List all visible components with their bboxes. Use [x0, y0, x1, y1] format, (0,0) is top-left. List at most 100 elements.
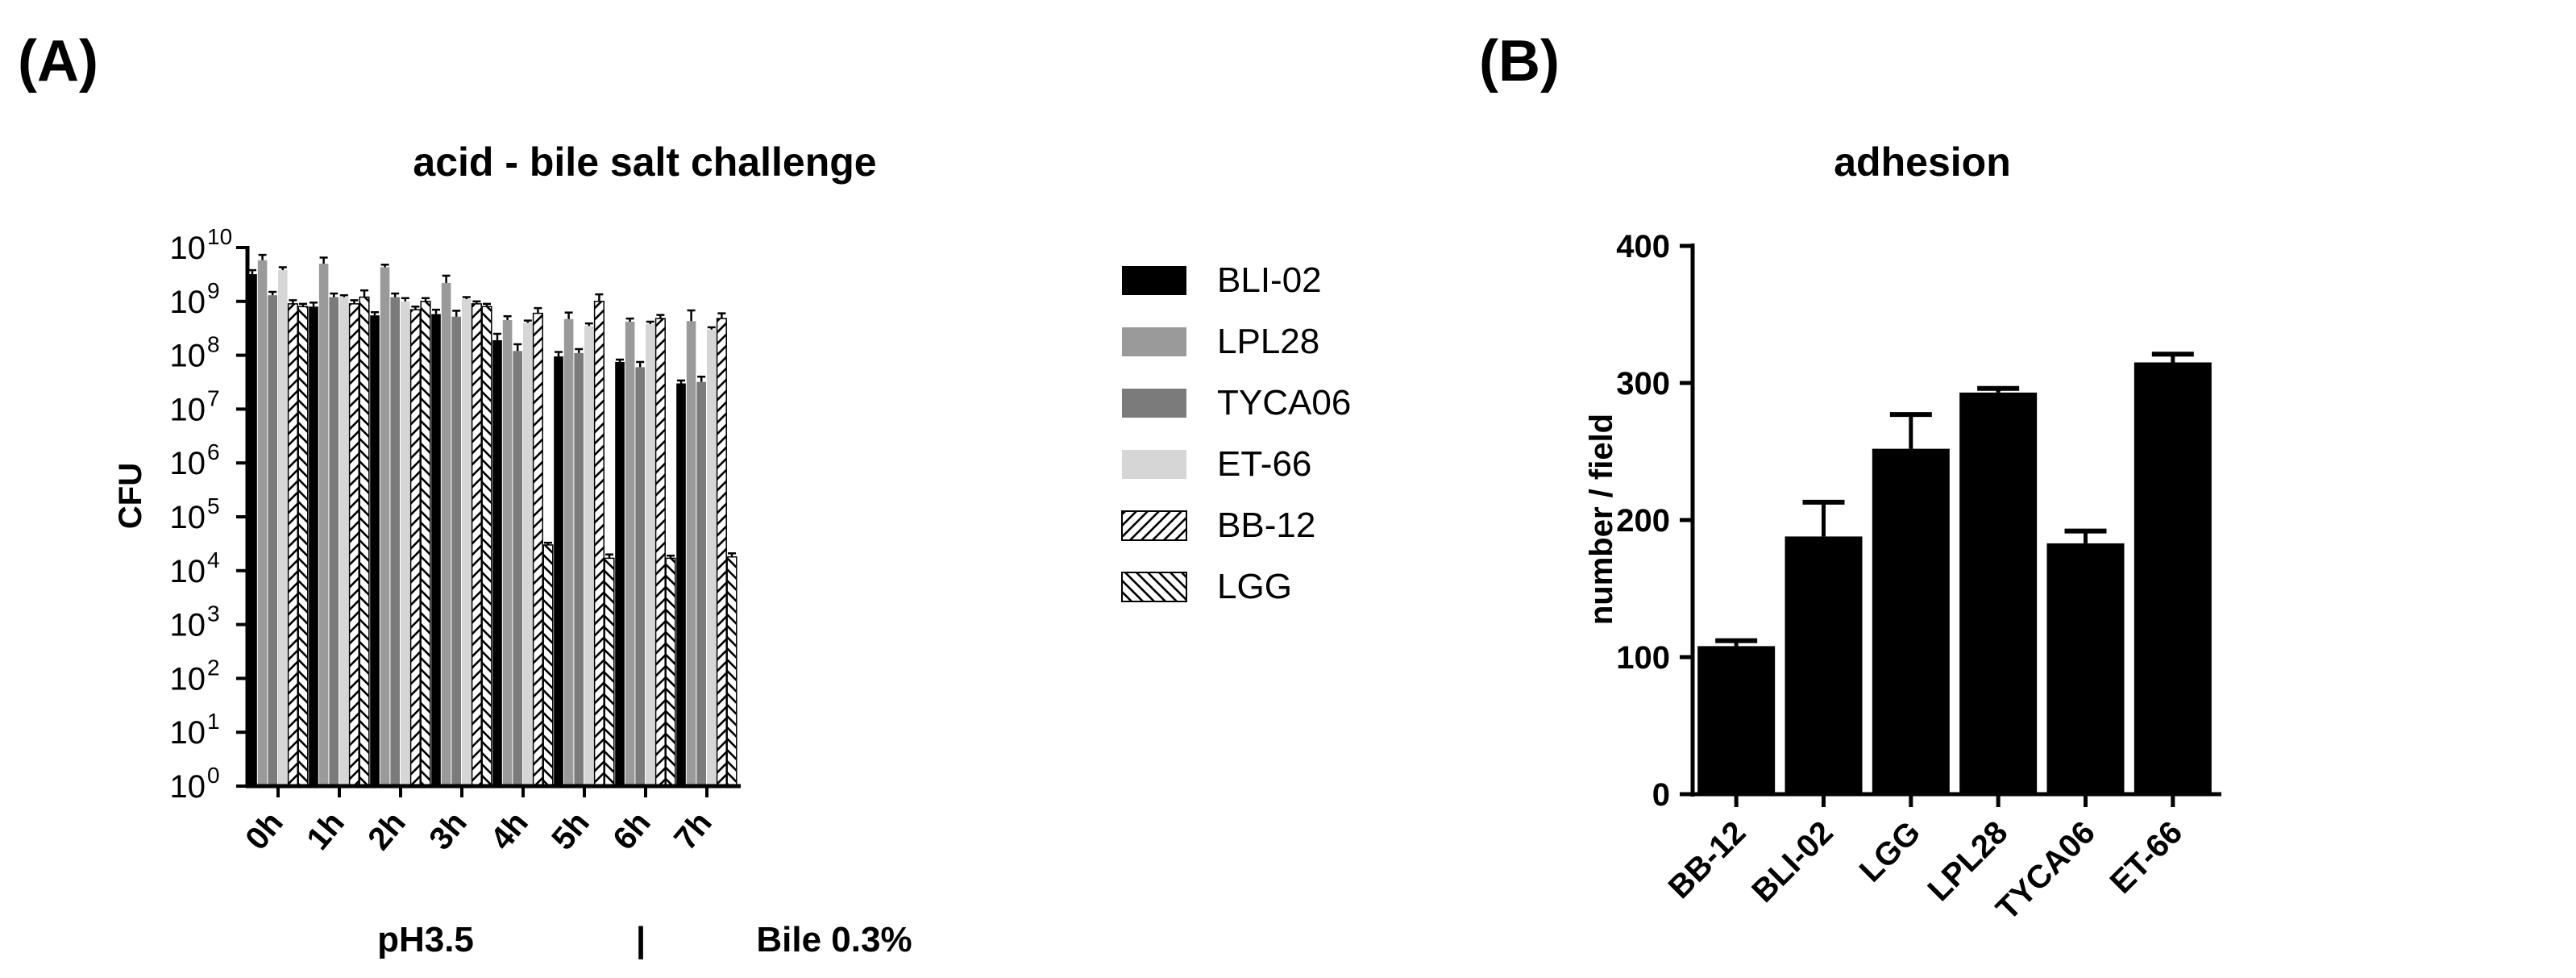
- bar: [431, 314, 441, 786]
- legend-swatch: [1122, 389, 1186, 418]
- x-tick-label: 1h: [300, 805, 351, 857]
- chart-a-legend: BLI-02 LPL28 TYCA06 ET-66 BB-12 LGG: [1121, 260, 1351, 606]
- chart-a-y-axis-label: CFU: [113, 463, 148, 529]
- y-tick-exponent: 0: [207, 763, 220, 788]
- bar: [309, 306, 318, 787]
- legend-swatch: [1121, 510, 1187, 541]
- y-tick-label: 10: [170, 446, 206, 481]
- bar: [462, 299, 472, 786]
- bar: [563, 318, 574, 786]
- bar: [370, 315, 380, 786]
- phase-label-bile: Bile 0.3%: [756, 920, 912, 959]
- chart-a-x-ticks: 0h 1h 2h 3h 4h 5h 6h 7h: [239, 786, 719, 857]
- bar: [574, 352, 584, 786]
- bar: [297, 306, 309, 787]
- y-tick-exponent: 6: [207, 439, 220, 464]
- y-tick-label: 10: [170, 608, 206, 643]
- y-tick-label: 200: [1616, 503, 1670, 539]
- x-tick-label: BLI-02: [1745, 814, 1840, 909]
- chart-b-y-axis-label: number / field: [1584, 414, 1619, 625]
- bar: [635, 367, 645, 786]
- x-tick-label: 5h: [545, 805, 596, 857]
- bar: [348, 303, 359, 787]
- bar: [492, 339, 502, 786]
- y-tick-label: 10: [170, 339, 206, 374]
- chart-a-bars: [247, 253, 737, 787]
- x-tick-label: 2h: [361, 805, 413, 857]
- bar: [359, 296, 370, 787]
- bar: [247, 274, 257, 786]
- bar: [542, 544, 554, 787]
- bar: [584, 326, 594, 787]
- legend-label: TYCA06: [1217, 383, 1351, 422]
- bar: [696, 381, 706, 786]
- bar: [513, 351, 522, 787]
- bar: [604, 557, 615, 787]
- bar: [532, 312, 543, 787]
- chart-a-title: acid - bile salt challenge: [413, 139, 876, 185]
- bar: [278, 270, 288, 787]
- chart-a-axes: [245, 246, 741, 789]
- y-tick-exponent: 9: [207, 278, 220, 303]
- bar: [1959, 392, 2038, 794]
- x-tick-label: ET-66: [2104, 814, 2190, 901]
- y-tick-exponent: 10: [207, 224, 232, 249]
- bar: [726, 556, 737, 787]
- y-tick-label: 10: [170, 392, 206, 427]
- y-tick-label: 10: [170, 554, 206, 589]
- y-tick-label: 10: [170, 661, 206, 697]
- y-tick-label: 10: [170, 285, 206, 320]
- bar: [2134, 362, 2212, 794]
- x-tick-label: LGG: [1853, 814, 1927, 889]
- bar: [390, 297, 400, 786]
- bar: [318, 264, 329, 787]
- legend-swatch: [1122, 266, 1186, 295]
- y-tick-exponent: 1: [207, 709, 220, 734]
- phase-separator: |: [636, 920, 646, 960]
- y-tick-label: 10: [170, 769, 206, 805]
- x-tick-label: 4h: [484, 805, 535, 857]
- bar: [471, 303, 482, 787]
- y-tick-exponent: 8: [207, 332, 220, 357]
- bar: [329, 297, 339, 786]
- chart-b-y-ticks: 0 100 200 300 400: [1616, 229, 1693, 813]
- bar: [615, 361, 625, 786]
- x-tick-label: 6h: [606, 805, 658, 857]
- bar: [654, 318, 666, 787]
- y-tick-label: 0: [1652, 777, 1670, 813]
- bar: [257, 260, 268, 787]
- legend-label: LPL28: [1217, 322, 1319, 361]
- bar: [339, 297, 349, 786]
- bar: [593, 301, 605, 787]
- y-tick-exponent: 7: [207, 385, 220, 410]
- y-tick-label: 10: [170, 231, 206, 266]
- panel-b-label: (B): [1479, 29, 1560, 94]
- bar: [451, 316, 461, 786]
- bar: [1785, 536, 1863, 794]
- y-tick-label: 400: [1616, 229, 1670, 264]
- bar: [380, 267, 390, 786]
- chart-b-bars: [1697, 352, 2212, 794]
- bar: [646, 323, 655, 786]
- legend-swatch: [1122, 450, 1186, 479]
- legend-label: ET-66: [1217, 444, 1311, 484]
- bar: [676, 383, 686, 786]
- legend-swatch: [1121, 572, 1187, 602]
- y-tick-exponent: 3: [207, 601, 220, 626]
- bar: [401, 301, 410, 786]
- y-tick-label: 10: [170, 500, 206, 535]
- bar: [409, 309, 421, 787]
- x-tick-label: 7h: [667, 805, 719, 857]
- legend-label: BB-12: [1217, 506, 1315, 545]
- y-tick-label: 300: [1616, 366, 1670, 402]
- y-tick-exponent: 5: [207, 493, 220, 518]
- y-tick-exponent: 2: [207, 655, 220, 680]
- bar: [287, 303, 298, 787]
- chart-b-title: adhesion: [1834, 139, 2010, 185]
- panel-b-chart: adhesion number / field 0 100 200 300 400 BB…: [1584, 139, 2221, 927]
- x-tick-label: 0h: [239, 805, 290, 857]
- bar: [481, 306, 492, 787]
